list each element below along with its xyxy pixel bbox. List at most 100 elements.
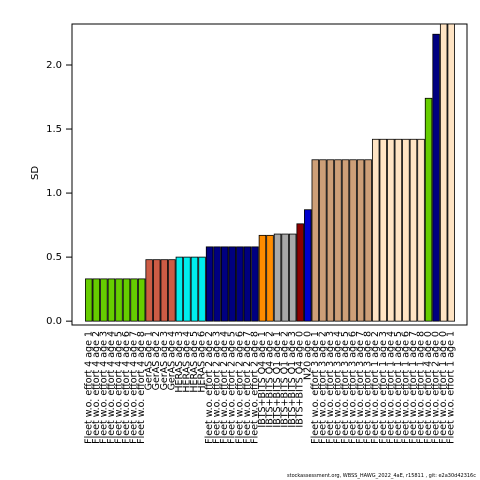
bar bbox=[311, 159, 320, 322]
x-tick-label: Fleet w.o. effort 1 age 0 bbox=[438, 331, 449, 444]
bar bbox=[288, 233, 297, 322]
x-tick-label: Fleet w.o. effort 1 age 6 bbox=[400, 331, 411, 444]
bar bbox=[432, 33, 440, 322]
bar bbox=[439, 23, 448, 322]
bar bbox=[130, 278, 138, 322]
bar bbox=[213, 246, 221, 322]
bar bbox=[107, 278, 116, 322]
x-tick-label: HERAS age 5 bbox=[189, 331, 200, 393]
x-tick-label: Fleet w.o. effort 4 age 0 bbox=[423, 331, 434, 444]
x-tick-label: IBTS+BITS Q1 age 2 bbox=[280, 331, 291, 428]
x-tick-label: Fleet w.o. effort 1 age 4 bbox=[385, 331, 396, 444]
x-tick-label: Fleet w.o. effort 1 age 1 bbox=[446, 331, 457, 444]
x-tick-label: Fleet w.o. effort 3 age 5 bbox=[340, 331, 351, 444]
bar bbox=[122, 278, 131, 322]
x-tick-label: Fleet w.o. effort 2 age 7 bbox=[242, 331, 253, 444]
x-tick-label: Fleet w.o. effort 3 age 7 bbox=[355, 331, 366, 444]
bar bbox=[356, 159, 365, 322]
x-tick-label: Fleet w.o. effort 2 age 0 bbox=[431, 331, 442, 444]
plot-frame bbox=[71, 23, 468, 326]
bar bbox=[205, 246, 214, 322]
bar bbox=[296, 223, 304, 322]
x-tick-label: Fleet w.o. effort 1 age 3 bbox=[378, 331, 389, 444]
bar bbox=[364, 159, 372, 322]
bar bbox=[349, 159, 357, 322]
y-tick-label: 0.0 bbox=[46, 316, 62, 327]
bar bbox=[371, 138, 380, 322]
bar bbox=[251, 246, 259, 322]
bar bbox=[447, 23, 455, 322]
x-tick-label: Fleet w.o. effort 2 age 2 bbox=[204, 331, 215, 444]
x-tick-label: GerAS age 3 bbox=[159, 331, 170, 390]
bar bbox=[394, 138, 403, 322]
x-tick-label: GerAS age 1 bbox=[144, 331, 155, 390]
x-tick-label: Fleet w.o. effort 2 age 5 bbox=[227, 331, 238, 444]
x-tick-label: Fleet w.o. effort 2 age 3 bbox=[212, 331, 223, 444]
x-tick-label: Fleet w.o. effort 1 age 2 bbox=[370, 331, 381, 444]
x-tick-label: IBTS+BITS Q1 age 3 bbox=[287, 331, 298, 428]
bar bbox=[281, 233, 289, 322]
bar bbox=[402, 138, 410, 322]
x-tick-label: Fleet w.o. effort 3 age 6 bbox=[348, 331, 359, 444]
bar bbox=[198, 256, 206, 322]
bar bbox=[326, 159, 335, 322]
x-tick-label: Fleet w.o. effort 3 age 3 bbox=[325, 331, 336, 444]
y-tick-label: 0.5 bbox=[46, 252, 62, 263]
bar bbox=[190, 256, 199, 322]
x-tick-label: Fleet w.o. effort 4 age 2 bbox=[91, 331, 102, 444]
bar bbox=[160, 259, 169, 322]
x-tick-label: Fleet w.o. effort 3 age 1 bbox=[310, 331, 321, 444]
bar bbox=[145, 259, 153, 322]
x-tick-label: Fleet w.o. effort 1 age 8 bbox=[416, 331, 427, 444]
y-tick-label: 1.5 bbox=[46, 124, 62, 135]
bar bbox=[258, 234, 267, 322]
x-tick-label: Fleet w.o. effort 4 age 4 bbox=[106, 331, 117, 444]
bar bbox=[424, 97, 433, 322]
bar bbox=[266, 234, 274, 322]
x-tick-label: Fleet w.o. effort 3 age 2 bbox=[317, 331, 328, 444]
x-tick-label: IBTS+BITS Q1 age 1 bbox=[272, 331, 283, 428]
x-tick-label: Fleet w.o. effort 4 age 6 bbox=[121, 331, 132, 444]
x-tick-label: N20 age 0 bbox=[302, 331, 313, 380]
x-tick-label: IBTS+BITS Q4 age 2 bbox=[265, 331, 276, 428]
bar bbox=[273, 233, 282, 322]
x-tick-label: Fleet w.o. effort 2 age 4 bbox=[219, 331, 230, 444]
bar bbox=[236, 246, 244, 322]
x-tick-label: Fleet w.o. effort 4 age 3 bbox=[98, 331, 109, 444]
x-tick-label: Fleet w.o. effort 3 age 8 bbox=[363, 331, 374, 444]
bar bbox=[175, 256, 184, 322]
x-tick-label: Fleet w.o. effort 2 age 6 bbox=[234, 331, 245, 444]
bar bbox=[92, 278, 101, 322]
x-tick-label: Fleet w.o. effort 4 age 7 bbox=[129, 331, 140, 444]
bar bbox=[341, 159, 350, 322]
x-tick-label: HERAS age 3 bbox=[174, 331, 185, 393]
x-tick-label: Fleet w.o. effort 1 age 7 bbox=[408, 331, 419, 444]
y-axis-label: SD bbox=[30, 166, 41, 180]
bar bbox=[168, 259, 176, 322]
bar bbox=[319, 159, 327, 322]
bar bbox=[304, 209, 312, 322]
bar bbox=[115, 278, 123, 322]
y-tick-label: 1.0 bbox=[46, 188, 62, 199]
bar bbox=[220, 246, 229, 322]
bar bbox=[137, 278, 146, 322]
x-tick-label: Fleet w.o. effort 4 age 1 bbox=[83, 331, 94, 444]
x-tick-label: GerAS age 2 bbox=[151, 331, 162, 390]
x-tick-label: Fleet w.o. effort 4 age 8 bbox=[136, 331, 147, 444]
x-tick-label: Fleet w.o. effort 4 age 5 bbox=[113, 331, 124, 444]
bar bbox=[85, 278, 93, 322]
y-tick-label: 2.0 bbox=[46, 60, 62, 71]
bar bbox=[387, 138, 395, 322]
bar bbox=[228, 246, 236, 322]
x-tick-label: GerAS age 4 bbox=[166, 331, 177, 390]
x-tick-label: Fleet w.o. effort 3 age 4 bbox=[332, 331, 343, 444]
x-tick-label: IBTS+BITS Q4 age 1 bbox=[257, 331, 268, 428]
bar bbox=[409, 138, 418, 322]
x-tick-label: HERAS age 4 bbox=[181, 331, 192, 393]
bar bbox=[417, 138, 425, 322]
x-tick-label: HERAS age 6 bbox=[197, 331, 208, 393]
bar bbox=[334, 159, 342, 322]
bar bbox=[183, 256, 191, 322]
